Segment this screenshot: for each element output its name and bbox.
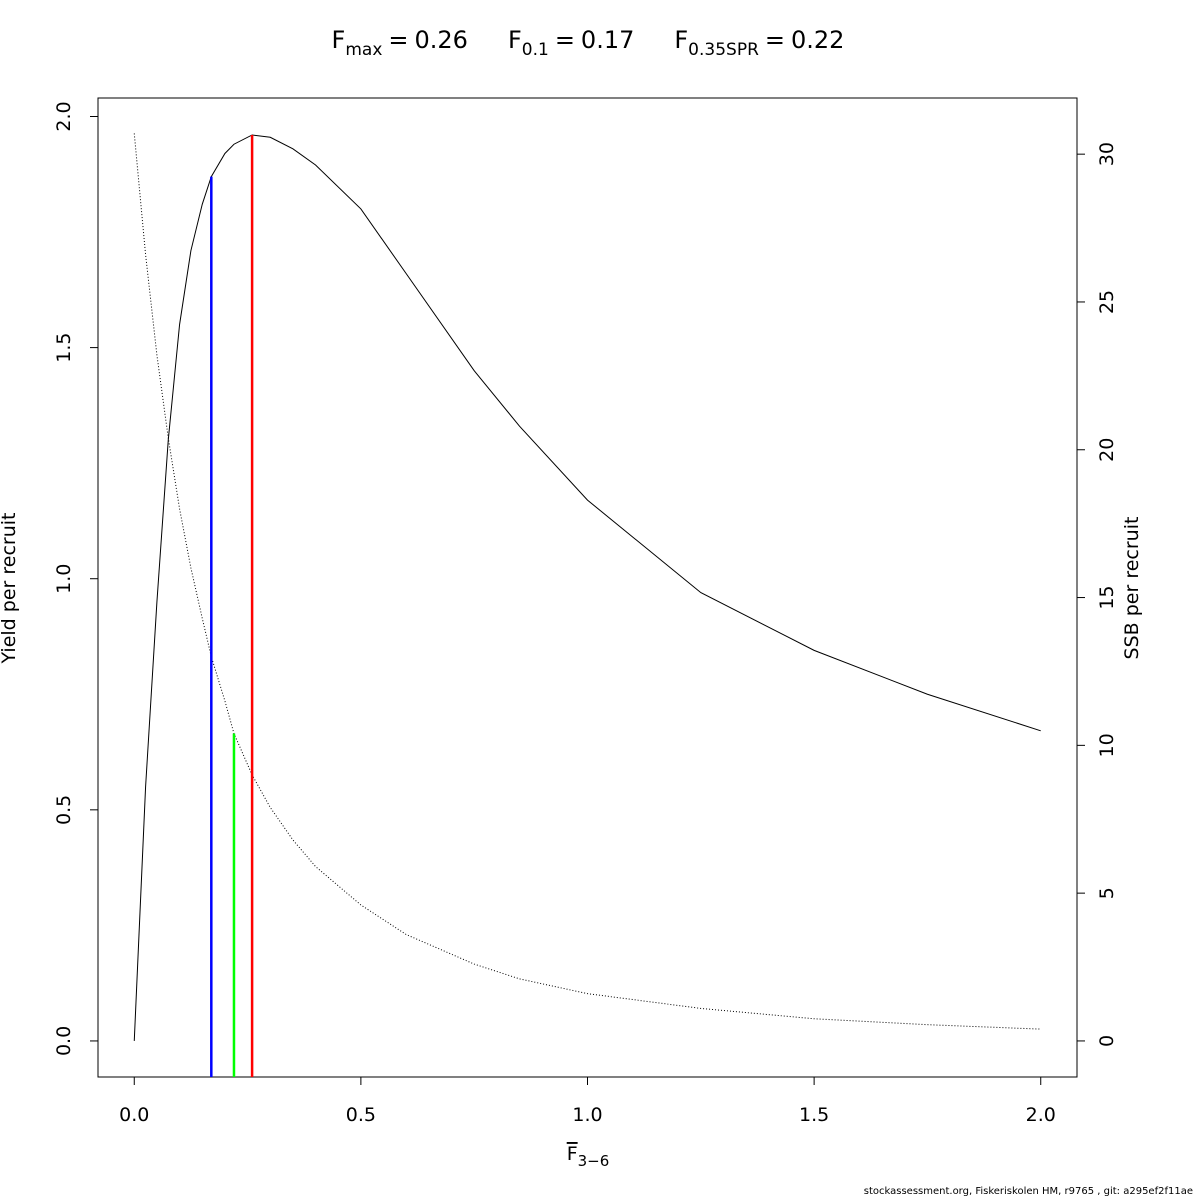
y-tick-label: 1.5: [53, 332, 75, 362]
series-line: [133, 133, 1041, 1030]
x-tick-label: 1.0: [572, 1104, 602, 1126]
y2-tick-label: 25: [1096, 290, 1118, 314]
y-tick-label: 0.0: [53, 1026, 75, 1056]
plot-frame: [97, 97, 1078, 1078]
title-symbol: F: [332, 26, 346, 54]
chart-title: Fmax = 0.26 F0.1 = 0.17 F0.35SPR = 0.22: [332, 26, 845, 60]
title-subscript: max: [345, 40, 382, 60]
title-value: 0.22: [791, 26, 844, 54]
title-sep: =: [388, 26, 408, 54]
y-tick-label: 0.5: [53, 795, 75, 825]
x-tick-label: 0.0: [119, 1104, 149, 1126]
x-label-subscript: 3−6: [578, 1152, 610, 1170]
x-tick-label: 1.5: [799, 1104, 829, 1126]
x-axis-label: F3−6: [567, 1143, 610, 1170]
x-tick-label: 2.0: [1026, 1104, 1056, 1126]
title-sep: =: [765, 26, 785, 54]
x-label-symbol: F: [567, 1143, 578, 1165]
title-value: 0.26: [415, 26, 468, 54]
y2-tick-label: 15: [1096, 585, 1118, 609]
y2-tick-label: 10: [1096, 733, 1118, 757]
y2-tick-label: 5: [1096, 887, 1118, 899]
title-symbol: F: [508, 26, 522, 54]
y-tick-label: 1.0: [53, 564, 75, 594]
y2-axis-label: SSB per recruit: [1121, 517, 1143, 660]
x-tick-label: 0.5: [346, 1104, 376, 1126]
footer: stockassessment.org, Fiskeriskolen HM, r…: [864, 1186, 1193, 1197]
title-subscript: 0.35SPR: [688, 40, 759, 60]
y2-tick-label: 30: [1096, 142, 1118, 166]
title-symbol: F: [674, 26, 688, 54]
y2-tick-label: 0: [1096, 1035, 1118, 1047]
y-tick-label: 2.0: [53, 101, 75, 131]
y-axis-label: Yield per recruit: [0, 513, 20, 665]
y2-tick-label: 20: [1096, 438, 1118, 462]
title-value: 0.17: [581, 26, 634, 54]
series-line: [133, 134, 1041, 1041]
title-sep: =: [555, 26, 575, 54]
title-subscript: 0.1: [522, 40, 549, 60]
